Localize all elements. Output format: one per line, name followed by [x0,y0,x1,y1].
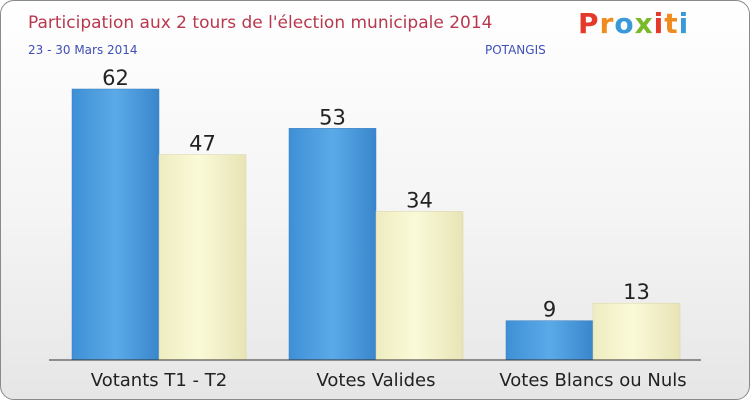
logo-letter: o [614,7,635,40]
logo-letter: P [578,7,600,40]
bar-value-label: 53 [319,105,346,129]
logo-letter: x [634,7,654,40]
logo-letter: i [653,7,665,40]
logo-letter: i [678,7,690,40]
bar-value-label: 47 [189,132,216,156]
bar-tour2[interactable] [158,154,247,361]
chart-title: Participation aux 2 tours de l'élection … [28,13,493,33]
bar-tour2[interactable] [375,211,464,361]
bar-tour1[interactable] [71,88,160,361]
bar-value-label: 13 [623,280,650,304]
date-range: 23 - 30 Mars 2014 [28,43,138,57]
bar-tour1[interactable] [288,128,377,361]
bar-value-label: 62 [102,66,129,90]
proxiti-logo[interactable]: Proxiti [578,7,689,40]
bar-value-label: 9 [543,298,556,322]
category-label: Votes Valides [317,370,436,391]
bar-tour2[interactable] [592,302,681,361]
category-label: Votes Blancs ou Nuls [499,370,686,391]
location-label: POTANGIS [485,43,546,57]
logo-letter: r [599,7,615,40]
bar-tour1[interactable] [505,320,594,361]
bar-value-label: 34 [406,188,433,212]
logo-letter: t [664,7,679,40]
category-label: Votants T1 - T2 [91,370,227,391]
